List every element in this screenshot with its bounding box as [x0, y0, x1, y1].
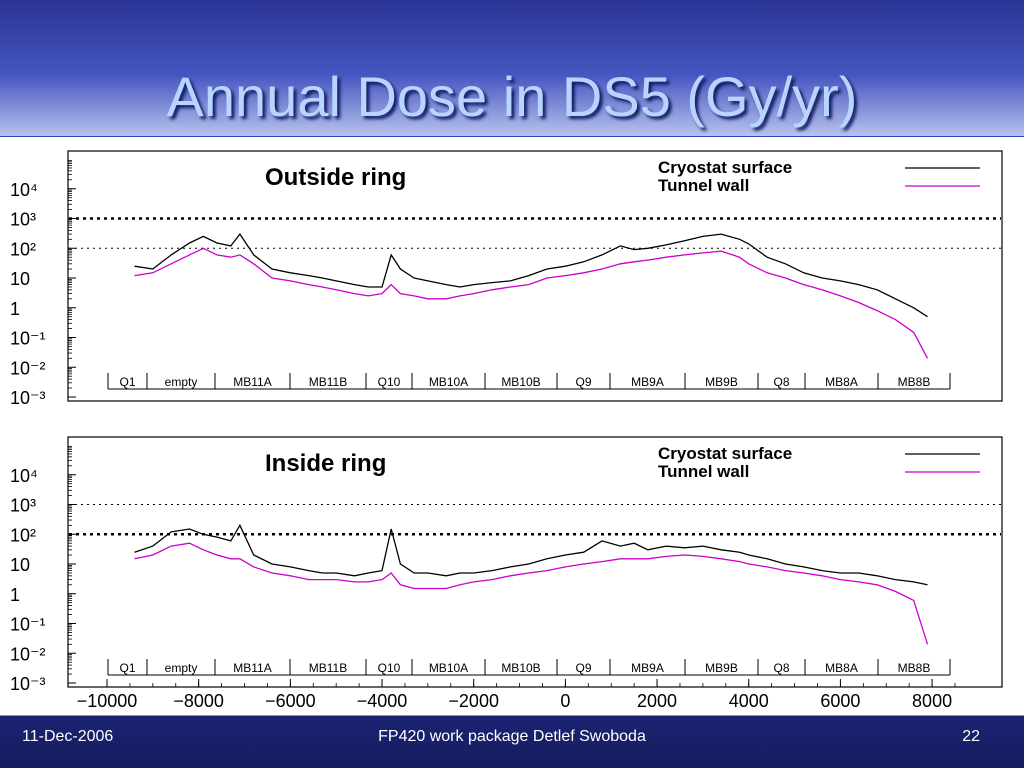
segment-label: empty — [165, 375, 198, 389]
segment-label: MB8A — [825, 661, 858, 675]
segment-label: MB10B — [501, 661, 540, 675]
chart-area: 10⁴ 10³ 10² 10 1 10⁻¹ 10⁻² 10⁻³ Outside ring Cryo… — [0, 137, 1024, 715]
slide-title: Annual Dose in DS5 (Gy/yr) — [166, 65, 858, 128]
y-tick-label: 1 — [10, 585, 20, 605]
chart-panel-2: 10⁴ 10³ 10² 10 1 10⁻¹ 10⁻² 10⁻³ Inside ring Cryos… — [10, 436, 1003, 711]
segment-label: MB9A — [631, 375, 664, 389]
segment-label: MB10B — [501, 375, 540, 389]
y-tick-label: 10² — [10, 239, 36, 259]
segment-label: MB11A — [233, 661, 271, 675]
x-tick-label: −10000 — [77, 691, 138, 711]
x-tick-label: 6000 — [820, 691, 860, 711]
footer-author: FP420 work package Detlef Swoboda — [378, 728, 646, 745]
segment-label: MB9B — [705, 661, 738, 675]
series-line-cryostat — [134, 523, 928, 586]
title-band — [0, 0, 1024, 136]
segment-label: MB11B — [309, 661, 347, 675]
segment-label: Q8 — [773, 661, 789, 675]
x-tick-label: −2000 — [448, 691, 499, 711]
segment-label: Q9 — [575, 661, 591, 675]
y-tick-label: 10⁻¹ — [10, 615, 46, 635]
segment-label: MB11B — [309, 375, 347, 389]
plot-frame — [67, 150, 1003, 402]
y-tick-label: 10³ — [10, 210, 36, 230]
segment-label: MB8B — [898, 375, 931, 389]
series-line-tunnel — [134, 247, 929, 359]
y-tick-label: 10 — [10, 555, 30, 575]
y-tick-label: 10⁴ — [10, 180, 38, 200]
y-tick-label: 10⁻³ — [10, 388, 46, 408]
chart-title: Inside ring — [265, 450, 386, 477]
segment-label: Q9 — [575, 375, 591, 389]
chart-title: Outside ring — [265, 164, 406, 191]
y-tick-label: 10⁻¹ — [10, 329, 46, 349]
series-line-cryostat — [134, 232, 928, 318]
segment-label: MB8A — [825, 375, 858, 389]
segment-label: MB11A — [233, 375, 271, 389]
chart-panel-1: 10⁴ 10³ 10² 10 1 10⁻¹ 10⁻² 10⁻³ Outside ring Cryo… — [10, 150, 1003, 408]
y-tick-label: 10² — [10, 525, 36, 545]
segment-label: MB10A — [429, 661, 468, 675]
y-tick-label: 10⁻² — [10, 358, 46, 378]
y-tick-label: 10⁴ — [10, 466, 38, 486]
y-tick-label: 10 — [10, 269, 30, 289]
footer-date: 11-Dec-2006 — [22, 728, 114, 745]
series-line-tunnel — [134, 542, 929, 645]
segment-label: empty — [165, 661, 198, 675]
segment-label: Q8 — [773, 375, 789, 389]
segment-label: Q1 — [119, 661, 135, 675]
x-tick-label: 2000 — [637, 691, 677, 711]
y-tick-label: 1 — [10, 299, 20, 319]
y-tick-label: 10⁻³ — [10, 674, 46, 694]
x-tick-label: 0 — [560, 691, 570, 711]
legend-label: Tunnel wall — [658, 462, 749, 481]
segment-label: MB9A — [631, 661, 664, 675]
legend-label: Cryostat surface — [658, 444, 792, 463]
segment-label: Q10 — [378, 375, 401, 389]
segment-label: Q10 — [378, 661, 401, 675]
y-tick-label: 10³ — [10, 496, 36, 516]
segment-label: MB10A — [429, 375, 468, 389]
legend-label: Cryostat surface — [658, 158, 792, 177]
segment-label: Q1 — [119, 375, 135, 389]
x-tick-label: −4000 — [357, 691, 408, 711]
y-tick-label: 10⁻² — [10, 644, 46, 664]
legend-label: Tunnel wall — [658, 176, 749, 195]
x-tick-label: 8000 — [912, 691, 952, 711]
x-tick-label: 4000 — [729, 691, 769, 711]
segment-label: MB8B — [898, 661, 931, 675]
x-tick-label: −6000 — [265, 691, 316, 711]
footer: 11-Dec-2006 FP420 work package Detlef Sw… — [0, 716, 1024, 768]
x-tick-label: −8000 — [173, 691, 224, 711]
page-number: 22 — [962, 728, 980, 745]
segment-label: MB9B — [705, 375, 738, 389]
